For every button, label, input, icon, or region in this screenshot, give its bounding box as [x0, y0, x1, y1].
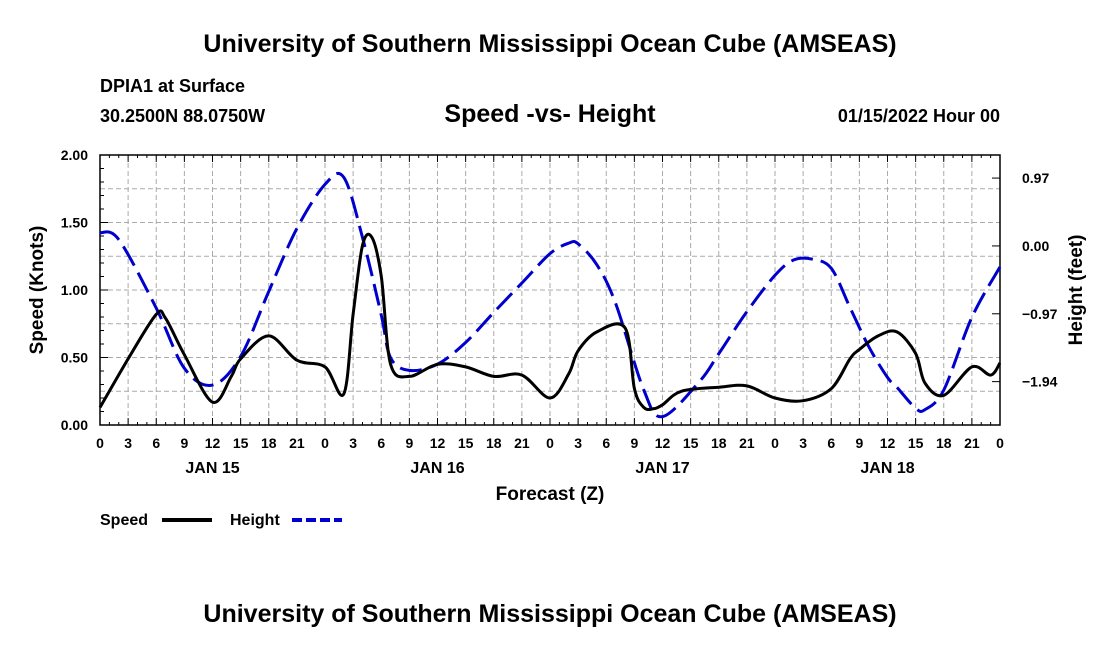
y2-tick-label: 0.97	[1022, 170, 1049, 186]
day-label: JAN 17	[635, 460, 689, 477]
y2-tick-label: 0.00	[1022, 238, 1049, 254]
x-tick-label: 0	[996, 435, 1004, 451]
day-label: JAN 18	[860, 460, 914, 477]
page-title: University of Southern Mississippi Ocean…	[203, 30, 897, 58]
footer-title: University of Southern Mississippi Ocean…	[203, 600, 897, 628]
x-tick-label: 12	[430, 435, 446, 451]
y-tick-label: 1.50	[61, 215, 88, 231]
x-tick-label: 21	[739, 435, 755, 451]
x-tick-label: 21	[514, 435, 530, 451]
y-tick-label: 0.00	[61, 417, 88, 433]
x-tick-label: 3	[349, 435, 357, 451]
x-tick-label: 6	[152, 435, 160, 451]
x-tick-label: 15	[458, 435, 474, 451]
day-label: JAN 15	[185, 460, 239, 477]
legend: Speed Height	[100, 512, 342, 529]
x-tick-label: 9	[405, 435, 413, 451]
y-tick-label: 2.00	[61, 147, 88, 163]
station-name: DPIA1 at Surface	[100, 76, 246, 96]
series-line-height	[99, 171, 1002, 419]
x-tick-label: 0	[96, 435, 104, 451]
legend-speed-label: Speed	[100, 512, 148, 529]
x-tick-label: 12	[880, 435, 896, 451]
plot-title: Speed -vs- Height	[444, 100, 656, 128]
y2-axis-ticks: 0.97 0.00 −0.97 −1.94	[992, 170, 1058, 390]
forecast-datetime: 01/15/2022 Hour 00	[837, 106, 1000, 126]
y-axis-label: Speed (Knots)	[27, 226, 48, 355]
day-label: JAN 16	[410, 460, 464, 477]
series-group	[98, 171, 1002, 419]
x-tick-label: 3	[799, 435, 807, 451]
x-tick-label: 12	[205, 435, 221, 451]
legend-height-label: Height	[230, 512, 280, 529]
x-axis-ticks: 0 3 6 9 12 15 18 21 0 3 6 9 12 15 18 21 0 3 6 9 12 15 18 21 0 3 6 9…	[96, 155, 1004, 477]
y2-tick-label: −1.94	[1022, 374, 1058, 390]
grid-lines	[100, 155, 1000, 425]
x-tick-label: 18	[261, 435, 277, 451]
x-tick-label: 18	[711, 435, 727, 451]
x-tick-label: 0	[546, 435, 554, 451]
x-tick-label: 0	[771, 435, 779, 451]
y-tick-label: 0.50	[61, 350, 88, 366]
x-tick-label: 9	[630, 435, 638, 451]
x-tick-label: 15	[908, 435, 924, 451]
x-tick-label: 15	[233, 435, 249, 451]
x-tick-label: 6	[377, 435, 385, 451]
x-tick-label: 21	[289, 435, 305, 451]
x-tick-label: 3	[124, 435, 132, 451]
x-tick-label: 21	[964, 435, 980, 451]
x-tick-label: 6	[827, 435, 835, 451]
station-coords: 30.2500N 88.0750W	[100, 106, 266, 126]
x-tick-label: 3	[574, 435, 582, 451]
y-axis-ticks: 0.00 0.50 1.00 1.50 2.00	[61, 147, 108, 433]
x-tick-label: 0	[321, 435, 329, 451]
x-tick-label: 12	[655, 435, 671, 451]
x-tick-label: 18	[486, 435, 502, 451]
x-tick-label: 9	[180, 435, 188, 451]
y2-tick-label: −0.97	[1022, 306, 1058, 322]
x-tick-label: 6	[602, 435, 610, 451]
x-tick-label: 9	[855, 435, 863, 451]
y-tick-label: 1.00	[61, 282, 88, 298]
y2-axis-label: Height (feet)	[1066, 235, 1087, 346]
x-tick-label: 15	[683, 435, 699, 451]
x-tick-label: 18	[936, 435, 952, 451]
x-axis-label: Forecast (Z)	[496, 484, 605, 505]
series-line-speed	[98, 232, 1002, 412]
